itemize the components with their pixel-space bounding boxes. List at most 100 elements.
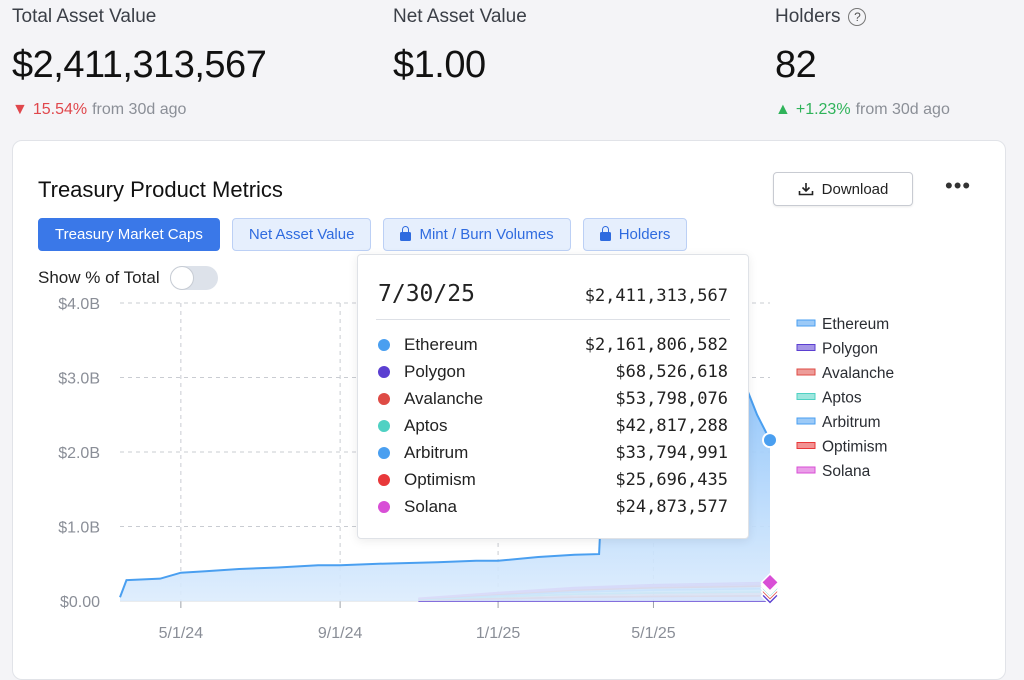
tooltip-row: Polygon $68,526,618: [378, 358, 728, 385]
series-dot-icon: [378, 446, 390, 459]
tooltip-series-name: Aptos: [404, 415, 448, 435]
hover-marker: [760, 572, 780, 592]
chart-tooltip: 7/30/25 $2,411,313,567 Ethereum $2,161,80…: [357, 254, 749, 539]
legend-label: Aptos: [822, 390, 862, 407]
x-tick-label: 5/1/24: [159, 625, 204, 642]
tooltip-series-name: Ethereum: [404, 334, 478, 354]
stat-value: $1.00: [393, 44, 486, 86]
stat-net-asset-value: Net Asset Value $1.00: [393, 6, 527, 87]
tooltip-series-name: Arbitrum: [404, 442, 469, 462]
tab-label: Net Asset Value: [248, 226, 355, 243]
tooltip-series-value: $53,798,076: [615, 388, 728, 409]
arrow-down-icon: ▼: [12, 101, 28, 118]
lock-icon: [599, 226, 611, 241]
x-tick-label: 5/1/25: [631, 625, 676, 642]
stat-change: ▲ +1.23% from 30d ago: [775, 101, 950, 119]
card-title: Treasury Product Metrics: [38, 177, 283, 202]
series-dot-icon: [378, 500, 390, 513]
y-tick-label: $3.0B: [58, 371, 100, 388]
legend-label: Polygon: [822, 341, 878, 358]
legend-swatch-arbitrum: [796, 417, 816, 425]
x-tick-label: 9/1/24: [318, 625, 363, 642]
tooltip-series-value: $33,794,991: [615, 442, 728, 463]
tooltip-series-value: $25,696,435: [615, 469, 728, 490]
stat-total-asset-value: Total Asset Value $2,411,313,567 ▼ 15.54…: [12, 6, 267, 119]
tooltip-total: $2,411,313,567: [584, 286, 728, 306]
toggle-label: Show % of Total: [38, 268, 160, 287]
legend-label: Solana: [822, 463, 871, 480]
tab-label: Holders: [618, 226, 671, 243]
stat-value: 82: [775, 44, 817, 86]
download-icon: [798, 183, 813, 196]
stat-label: Net Asset Value: [393, 6, 527, 27]
x-tick-label: 1/1/25: [476, 625, 521, 642]
y-tick-label: $2.0B: [58, 445, 100, 462]
y-tick-label: $0.00: [60, 594, 100, 611]
change-suffix: from 30d ago: [855, 101, 950, 118]
metric-tabs: Treasury Market Caps Net Asset Value Min…: [38, 218, 688, 251]
tooltip-row: Aptos $42,817,288: [378, 412, 728, 439]
tooltip-series-value: $24,873,577: [615, 496, 728, 517]
legend-swatch-ethereum: [796, 319, 816, 327]
tooltip-series-value: $42,817,288: [615, 415, 728, 436]
legend-swatch-solana: [796, 466, 816, 474]
legend-swatch-polygon: [796, 344, 816, 351]
tooltip-series-name: Optimism: [404, 469, 476, 489]
y-tick-label: $1.0B: [58, 520, 100, 537]
tooltip-header: 7/30/25 $2,411,313,567: [378, 281, 728, 307]
tooltip-series-value: $68,526,618: [615, 361, 728, 382]
series-dot-icon: [378, 365, 390, 378]
more-horizontal-icon[interactable]: •••: [945, 173, 972, 198]
legend-swatch-avalanche: [796, 368, 816, 376]
tab-label: Mint / Burn Volumes: [419, 226, 554, 243]
tab-treasury-market-caps[interactable]: Treasury Market Caps: [38, 218, 220, 251]
stat-holders: Holders ? 82 ▲ +1.23% from 30d ago: [775, 6, 950, 119]
tooltip-row: Ethereum $2,161,806,582: [378, 331, 728, 358]
stat-label: Holders: [775, 6, 841, 27]
legend-swatch-optimism: [796, 442, 816, 449]
legend-swatch-aptos: [796, 393, 816, 400]
tab-holders[interactable]: Holders: [582, 218, 688, 251]
tooltip-date: 7/30/25: [378, 281, 475, 307]
hover-marker: [762, 432, 778, 449]
lock-icon: [400, 226, 412, 241]
tooltip-series-name: Solana: [404, 496, 457, 516]
tooltip-row: Optimism $25,696,435: [378, 466, 728, 493]
tooltip-row: Arbitrum $33,794,991: [378, 439, 728, 466]
tooltip-row: Solana $24,873,577: [378, 493, 728, 520]
series-dot-icon: [378, 419, 390, 432]
download-button[interactable]: Download: [773, 172, 913, 206]
y-tick-label: $4.0B: [58, 296, 100, 313]
percent-toggle-row: Show % of Total: [38, 266, 218, 290]
change-percent: 15.54%: [32, 101, 88, 118]
tooltip-row: Avalanche $53,798,076: [378, 385, 728, 412]
stat-change: ▼ 15.54% from 30d ago: [12, 101, 266, 119]
tooltip-series-name: Avalanche: [404, 388, 484, 408]
tooltip-series-value: $2,161,806,582: [584, 334, 728, 355]
change-percent: +1.23%: [795, 101, 851, 118]
series-dot-icon: [378, 473, 390, 486]
question-circle-icon[interactable]: ?: [848, 8, 867, 26]
legend-label: Arbitrum: [822, 414, 881, 431]
stat-value: $2,411,313,567: [12, 44, 267, 86]
legend-label: Ethereum: [822, 316, 889, 333]
percent-toggle[interactable]: [169, 266, 218, 290]
market-cap-chart: $0.00 $1.0B $2.0B $3.0B $4.0B 5/1/24 9/1/24 1/1…: [58, 296, 894, 642]
tooltip-rows: Ethereum $2,161,806,582 Polygon $68,526,618…: [378, 331, 728, 520]
stat-label: Total Asset Value: [12, 6, 157, 27]
series-dot-icon: [378, 392, 390, 405]
area-ethereum: [120, 388, 770, 601]
download-label: Download: [821, 180, 889, 198]
tab-net-asset-value[interactable]: Net Asset Value: [231, 218, 372, 251]
change-suffix: from 30d ago: [92, 101, 187, 118]
tab-mint-burn-volumes[interactable]: Mint / Burn Volumes: [383, 218, 571, 251]
legend-label: Avalanche: [822, 365, 894, 382]
legend-label: Optimism: [822, 439, 887, 456]
toggle-knob: [169, 266, 194, 290]
arrow-up-icon: ▲: [775, 101, 791, 118]
tooltip-series-name: Polygon: [404, 361, 466, 381]
tab-label: Treasury Market Caps: [55, 226, 203, 243]
tooltip-divider: [376, 319, 730, 320]
stat-label-row: Holders ?: [775, 6, 950, 28]
series-dot-icon: [378, 338, 390, 351]
